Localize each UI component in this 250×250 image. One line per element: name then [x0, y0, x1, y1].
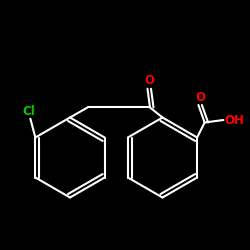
Text: OH: OH	[225, 114, 244, 126]
Text: Cl: Cl	[23, 104, 36, 118]
Text: O: O	[195, 91, 205, 104]
Text: O: O	[144, 74, 154, 88]
